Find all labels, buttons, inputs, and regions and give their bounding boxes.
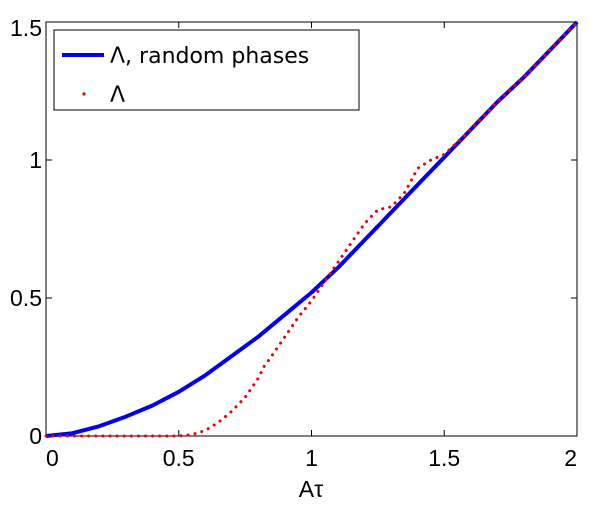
x-tick-label: 0.5 bbox=[163, 445, 195, 471]
legend-label-lambda: Λ bbox=[110, 83, 125, 108]
series-line-lambda bbox=[44, 20, 579, 438]
x-axis-title: Aτ bbox=[299, 476, 323, 502]
x-tick-label: 1.5 bbox=[428, 445, 460, 471]
legend-swatch-lambda bbox=[82, 92, 86, 96]
y-tick-label: 1 bbox=[29, 147, 42, 173]
y-tick-label: 0 bbox=[29, 423, 42, 449]
x-tick-label: 2 bbox=[564, 445, 577, 471]
legend-label-random-phases: Λ, random phases bbox=[110, 44, 309, 69]
x-tick-label: 0 bbox=[46, 445, 59, 471]
legend-box bbox=[53, 29, 360, 111]
series-layer bbox=[44, 20, 579, 438]
y-tick-label: 1.5 bbox=[10, 15, 42, 41]
x-tick-label: 1 bbox=[305, 445, 318, 471]
y-tick-label: 0.5 bbox=[10, 285, 42, 311]
legend: Λ, random phases Λ bbox=[53, 29, 360, 111]
